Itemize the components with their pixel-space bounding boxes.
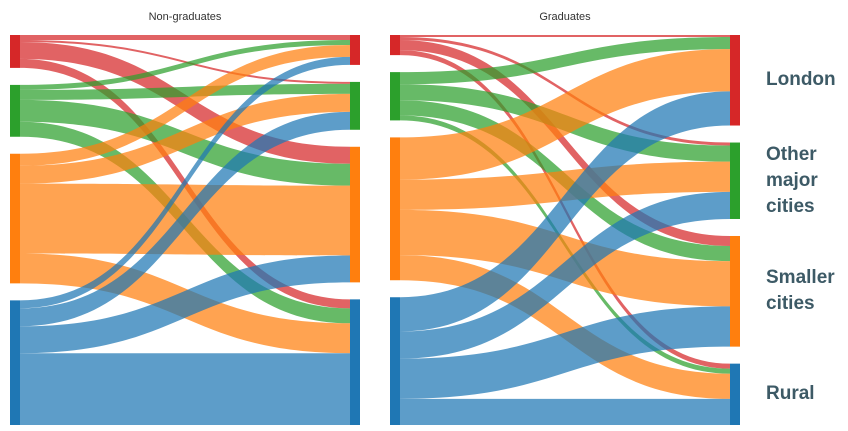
flow <box>400 35 730 38</box>
target-node <box>350 299 360 425</box>
flows <box>20 35 350 425</box>
chart-title: Graduates <box>539 11 591 23</box>
chart-title: Non-graduates <box>149 11 222 23</box>
flow <box>20 111 350 327</box>
node-label: Smaller cities <box>766 267 835 315</box>
flow <box>20 255 350 354</box>
flow <box>400 161 730 210</box>
source-node <box>390 137 400 281</box>
flow <box>20 44 350 166</box>
node-label: Rural <box>766 383 815 405</box>
source-node <box>10 84 20 137</box>
source-node <box>10 300 20 425</box>
flow <box>400 40 730 247</box>
flow <box>400 49 730 180</box>
flow <box>400 209 730 307</box>
node-label: London <box>766 69 836 91</box>
source-node <box>390 35 400 56</box>
source-node <box>390 297 400 425</box>
target-node <box>730 142 740 219</box>
node-label: Other major cities <box>766 143 818 217</box>
flow <box>400 398 730 425</box>
target-node <box>350 81 360 130</box>
source-node <box>10 35 20 68</box>
flow <box>20 35 350 40</box>
target-node <box>350 35 360 65</box>
flow <box>20 39 350 84</box>
target-node <box>730 235 740 347</box>
flow <box>400 306 730 399</box>
flow <box>400 37 730 85</box>
flow <box>20 39 350 90</box>
target-node <box>730 35 740 126</box>
flow <box>400 191 730 359</box>
target-node <box>350 146 360 283</box>
flow <box>400 37 730 146</box>
source-node <box>10 153 20 284</box>
flow <box>20 353 350 425</box>
source-node <box>390 72 400 121</box>
target-node <box>730 363 740 425</box>
flow <box>20 56 350 309</box>
flow <box>400 91 730 332</box>
flow <box>20 93 350 184</box>
flows <box>400 35 730 425</box>
